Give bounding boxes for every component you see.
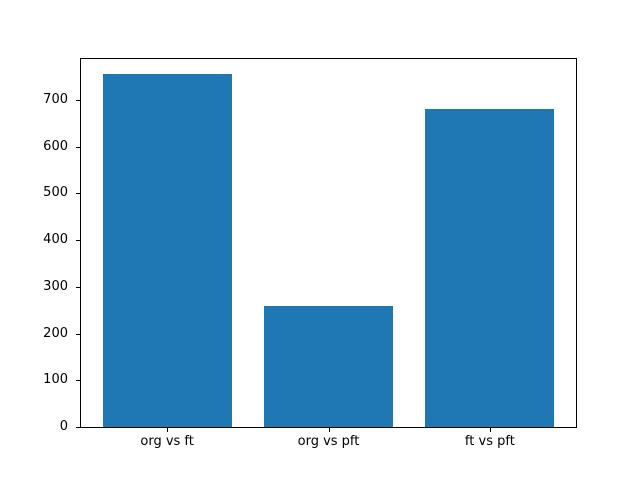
bar-ft-vs-pft (425, 109, 555, 427)
y-tick-label: 600 (43, 138, 68, 154)
y-tick-label: 200 (43, 325, 68, 341)
y-tick-mark (76, 427, 80, 428)
y-tick-label: 300 (43, 278, 68, 294)
plot-area (80, 58, 577, 428)
y-tick-label: 400 (43, 232, 68, 248)
y-tick-mark (76, 240, 80, 241)
bar-org-vs-ft (102, 74, 232, 427)
y-tick-mark (76, 334, 80, 335)
bar-org-vs-pft (263, 305, 394, 427)
y-tick-label: 100 (43, 372, 68, 388)
y-tick-mark (76, 100, 80, 101)
y-tick-label: 700 (43, 92, 68, 108)
x-tick-label: org vs pft (297, 434, 360, 449)
x-tick-label: ft vs pft (464, 434, 515, 449)
y-tick-mark (76, 147, 80, 148)
x-tick-mark (167, 428, 168, 432)
y-tick-label: 500 (43, 185, 68, 201)
x-tick-mark (490, 428, 491, 432)
y-tick-mark (76, 287, 80, 288)
x-tick-label: org vs ft (140, 434, 194, 449)
y-tick-label: 0 (59, 419, 68, 434)
y-tick-mark (76, 193, 80, 194)
x-tick-mark (329, 428, 330, 432)
y-tick-mark (76, 380, 80, 381)
